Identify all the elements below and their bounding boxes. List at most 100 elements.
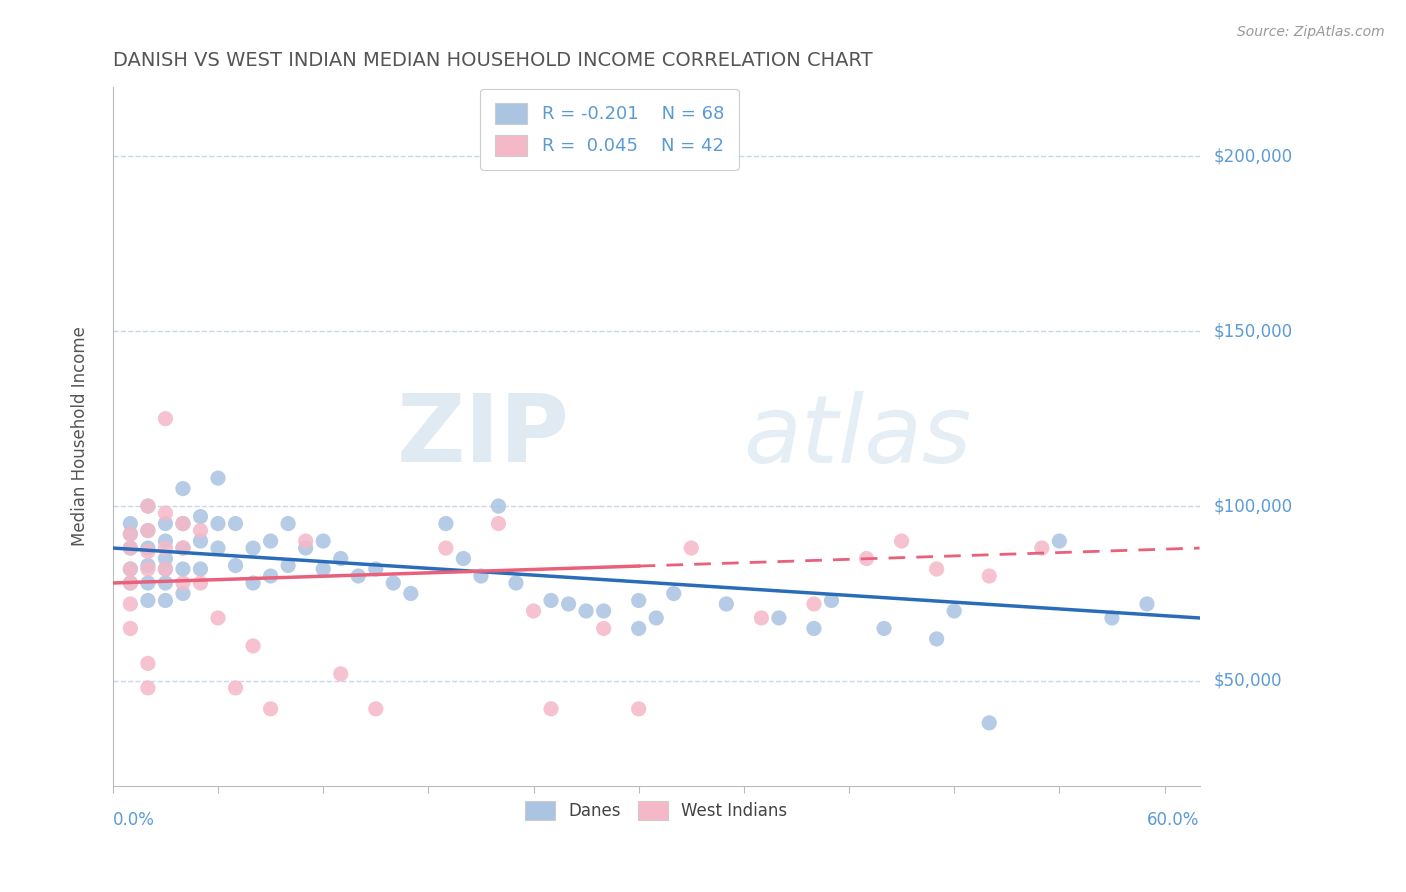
Y-axis label: Median Household Income: Median Household Income <box>72 326 89 546</box>
Point <box>120 562 142 576</box>
Point <box>155 534 177 549</box>
Point <box>943 604 966 618</box>
Point <box>329 551 352 566</box>
Point <box>155 516 177 531</box>
Point <box>136 681 159 695</box>
Point <box>399 586 422 600</box>
Point <box>681 541 703 555</box>
Point <box>979 569 1001 583</box>
Point <box>120 576 142 591</box>
Point <box>294 541 316 555</box>
Point <box>522 604 544 618</box>
Point <box>294 534 316 549</box>
Point <box>136 657 159 671</box>
Point <box>925 632 948 646</box>
Point <box>120 527 142 541</box>
Point <box>136 544 159 558</box>
Point <box>242 639 264 653</box>
Point <box>136 524 159 538</box>
Point <box>190 576 212 591</box>
Point <box>172 516 194 531</box>
Point <box>242 541 264 555</box>
Point <box>277 558 299 573</box>
Point <box>136 576 159 591</box>
Point <box>592 604 614 618</box>
Point <box>434 516 457 531</box>
Point <box>382 576 405 591</box>
Point <box>120 541 142 555</box>
Point <box>347 569 370 583</box>
Point <box>136 593 159 607</box>
Point <box>225 558 247 573</box>
Point <box>453 551 475 566</box>
Point <box>575 604 598 618</box>
Point <box>627 702 650 716</box>
Point <box>470 569 492 583</box>
Point <box>364 562 387 576</box>
Point <box>225 516 247 531</box>
Point <box>873 622 896 636</box>
Point <box>172 586 194 600</box>
Point <box>155 541 177 555</box>
Text: $150,000: $150,000 <box>1213 322 1292 340</box>
Point <box>312 534 335 549</box>
Point <box>242 576 264 591</box>
Point <box>120 527 142 541</box>
Point <box>172 482 194 496</box>
Point <box>434 541 457 555</box>
Text: atlas: atlas <box>744 391 972 482</box>
Text: $50,000: $50,000 <box>1213 672 1282 690</box>
Point <box>172 516 194 531</box>
Point <box>172 541 194 555</box>
Point <box>136 558 159 573</box>
Point <box>1136 597 1159 611</box>
Point <box>172 541 194 555</box>
Point <box>259 702 281 716</box>
Point <box>488 499 510 513</box>
Point <box>488 516 510 531</box>
Point <box>1101 611 1123 625</box>
Point <box>1031 541 1053 555</box>
Point <box>979 715 1001 730</box>
Point <box>155 562 177 576</box>
Point <box>155 411 177 425</box>
Point <box>190 534 212 549</box>
Point <box>225 681 247 695</box>
Point <box>751 611 773 625</box>
Point <box>155 506 177 520</box>
Point <box>277 516 299 531</box>
Point <box>925 562 948 576</box>
Point <box>136 562 159 576</box>
Point <box>136 499 159 513</box>
Point <box>120 541 142 555</box>
Point <box>155 562 177 576</box>
Point <box>540 593 562 607</box>
Text: 0.0%: 0.0% <box>112 811 155 829</box>
Point <box>120 597 142 611</box>
Point <box>136 541 159 555</box>
Point <box>259 569 281 583</box>
Point <box>136 524 159 538</box>
Point <box>329 666 352 681</box>
Text: 60.0%: 60.0% <box>1147 811 1199 829</box>
Point <box>768 611 790 625</box>
Text: $100,000: $100,000 <box>1213 497 1292 515</box>
Point <box>172 562 194 576</box>
Point <box>207 541 229 555</box>
Point <box>190 509 212 524</box>
Point <box>120 516 142 531</box>
Point <box>259 534 281 549</box>
Point <box>505 576 527 591</box>
Point <box>120 622 142 636</box>
Point <box>592 622 614 636</box>
Point <box>364 702 387 716</box>
Point <box>627 622 650 636</box>
Point <box>120 562 142 576</box>
Text: ZIP: ZIP <box>396 390 569 483</box>
Point <box>1047 534 1070 549</box>
Point <box>803 597 825 611</box>
Text: DANISH VS WEST INDIAN MEDIAN HOUSEHOLD INCOME CORRELATION CHART: DANISH VS WEST INDIAN MEDIAN HOUSEHOLD I… <box>112 51 873 70</box>
Point <box>120 576 142 591</box>
Point <box>190 562 212 576</box>
Point <box>207 516 229 531</box>
